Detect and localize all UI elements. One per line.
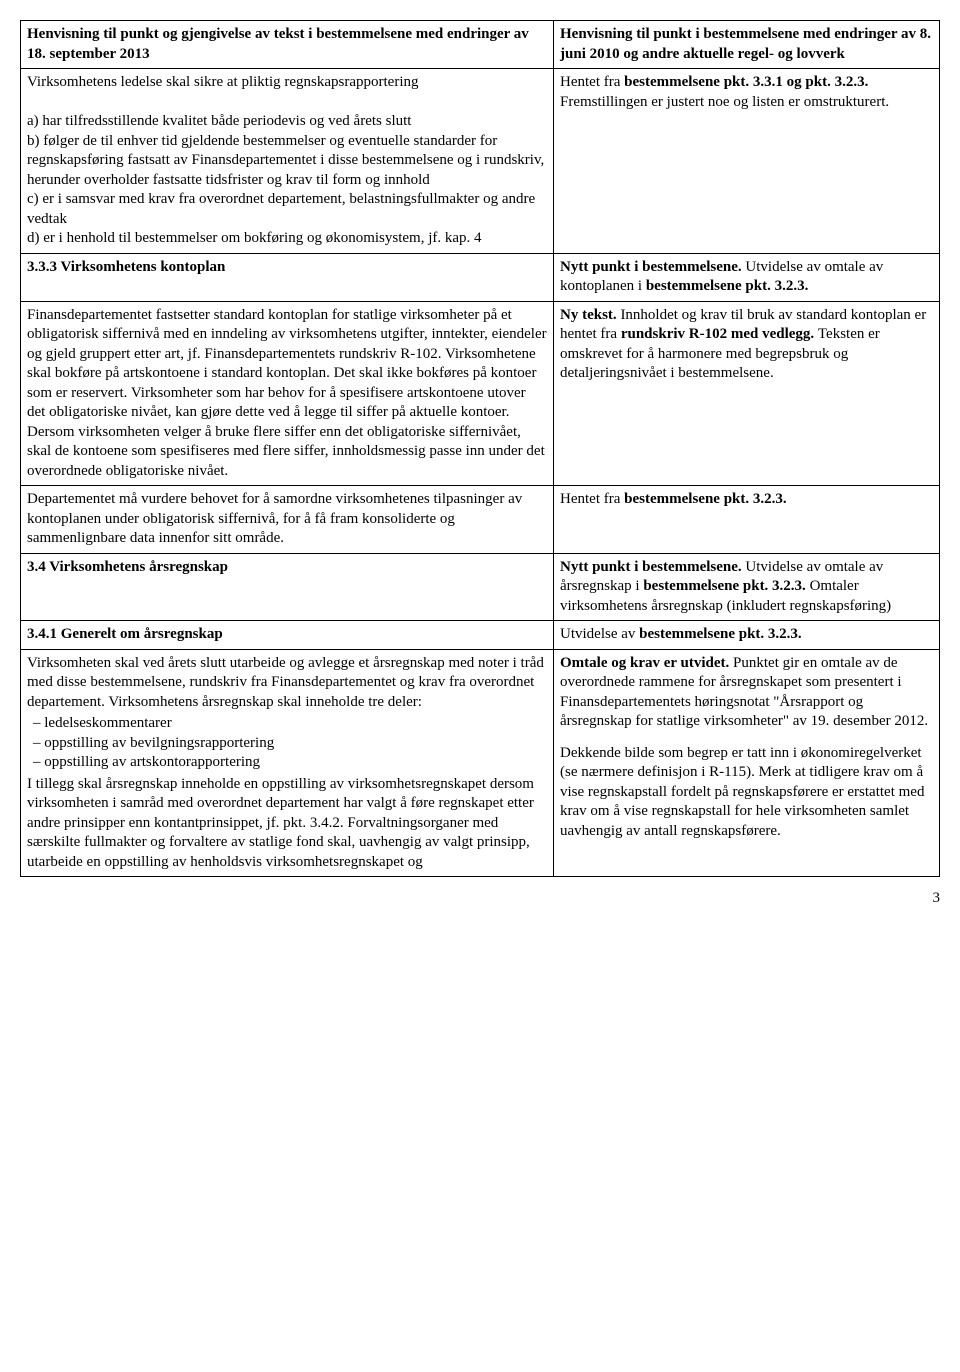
header-left: Henvisning til punkt og gjengivelse av t… xyxy=(21,21,554,69)
left-cell: 3.4 Virksomhetens årsregnskap xyxy=(21,553,554,621)
left-cell: 3.4.1 Generelt om årsregnskap xyxy=(21,621,554,650)
bullet-list: ledelseskommentareroppstilling av bevilg… xyxy=(27,714,547,773)
left-cell: Finansdepartementet fastsetter standard … xyxy=(21,301,554,486)
comparison-table: Henvisning til punkt og gjengivelse av t… xyxy=(20,20,940,877)
list-item: oppstilling av artskontorapportering xyxy=(49,753,547,773)
header-right: Henvisning til punkt i bestemmelsene med… xyxy=(554,21,940,69)
right-cell: Utvidelse av bestemmelsene pkt. 3.2.3. xyxy=(554,621,940,650)
table-row: Virksomhetens ledelse skal sikre at plik… xyxy=(21,69,940,254)
right-cell: Ny tekst. Innholdet og krav til bruk av … xyxy=(554,301,940,486)
right-cell: Hentet fra bestemmelsene pkt. 3.2.3. xyxy=(554,486,940,554)
right-cell: Nytt punkt i bestemmelsene. Utvidelse av… xyxy=(554,553,940,621)
right-cell: Hentet fra bestemmelsene pkt. 3.3.1 og p… xyxy=(554,69,940,254)
table-row: 3.3.3 Virksomhetens kontoplanNytt punkt … xyxy=(21,253,940,301)
table-row: Finansdepartementet fastsetter standard … xyxy=(21,301,940,486)
left-cell: Departementet må vurdere behovet for å s… xyxy=(21,486,554,554)
table-row: 3.4 Virksomhetens årsregnskapNytt punkt … xyxy=(21,553,940,621)
list-item: oppstilling av bevilgningsrapportering xyxy=(49,734,547,754)
left-cell: Virksomhetens ledelse skal sikre at plik… xyxy=(21,69,554,254)
table-row: 3.4.1 Generelt om årsregnskapUtvidelse a… xyxy=(21,621,940,650)
left-cell: 3.3.3 Virksomhetens kontoplan xyxy=(21,253,554,301)
list-item: ledelseskommentarer xyxy=(49,714,547,734)
right-cell: Omtale og krav er utvidet. Punktet gir e… xyxy=(554,649,940,877)
right-cell: Nytt punkt i bestemmelsene. Utvidelse av… xyxy=(554,253,940,301)
table-row: Departementet må vurdere behovet for å s… xyxy=(21,486,940,554)
left-cell: Virksomheten skal ved årets slutt utarbe… xyxy=(21,649,554,877)
page-number: 3 xyxy=(20,889,940,909)
table-row: Virksomheten skal ved årets slutt utarbe… xyxy=(21,649,940,877)
